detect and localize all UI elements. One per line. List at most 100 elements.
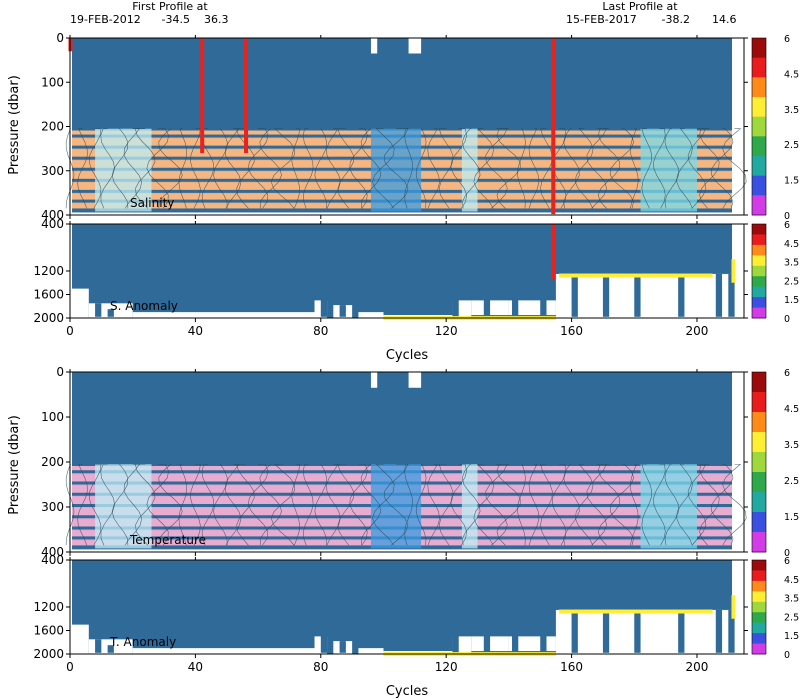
profile-column — [602, 273, 610, 317]
contour-line — [65, 463, 75, 546]
colorbar-tick-label: 6 — [784, 220, 790, 231]
contour-line — [404, 128, 413, 209]
tracer-region — [95, 464, 152, 549]
profile-column — [339, 641, 346, 653]
colorbar-tick-label: 4.5 — [784, 69, 799, 80]
colorbar-swatch — [752, 224, 766, 235]
profile-column — [602, 609, 610, 653]
contour-line — [190, 463, 201, 546]
contour-line — [586, 128, 607, 209]
colorbar-swatch — [752, 297, 766, 309]
x-tick-label: 120 — [435, 324, 458, 338]
colorbar-swatch — [752, 432, 766, 453]
contour-line — [291, 128, 301, 209]
contour-line — [641, 128, 653, 209]
colorbar-frame — [751, 37, 767, 216]
contour-line — [302, 128, 314, 209]
colorbar-swatch — [752, 601, 766, 613]
contour-line — [134, 463, 156, 546]
contour-line — [146, 463, 169, 546]
profile-column — [728, 609, 735, 653]
contour-line — [586, 463, 607, 546]
profile-column — [634, 273, 641, 317]
qc-flag-column — [551, 38, 556, 215]
contour-line — [427, 128, 440, 209]
colorbar-swatch — [752, 77, 766, 98]
profile-column — [512, 633, 519, 653]
tracer-region — [370, 128, 422, 212]
contour-line — [597, 128, 620, 209]
colorbar-tick-label: 3.5 — [784, 440, 799, 451]
contour-line — [314, 463, 328, 546]
y-tick-label: 1600 — [33, 624, 64, 638]
tracer-region — [370, 464, 422, 549]
profile-column — [715, 609, 723, 653]
profile-column — [483, 297, 491, 317]
contour-line — [653, 128, 666, 209]
no-data-region — [132, 648, 321, 654]
colorbar-tick-label: 4.5 — [784, 575, 799, 586]
qc-flag-column — [200, 38, 205, 154]
contour-line — [496, 463, 521, 546]
colorbar-tick-label: 6 — [784, 34, 790, 45]
colorbar-swatch — [752, 512, 766, 533]
contour-line — [384, 463, 409, 546]
contour-line — [540, 463, 553, 546]
contour-line — [337, 463, 354, 546]
colorbar-tick-label: 6 — [784, 556, 790, 567]
y-tick-label: 2000 — [33, 647, 64, 661]
contour-line — [485, 463, 508, 546]
colorbar-swatch — [752, 643, 766, 655]
colorbar-swatch — [752, 622, 766, 634]
contour-line — [461, 463, 481, 546]
colorbar-swatch — [752, 472, 766, 493]
contour-line — [427, 463, 440, 546]
contour-line — [326, 463, 341, 546]
profile-fill-upper — [72, 38, 732, 127]
colorbar-swatch — [752, 591, 766, 603]
y-tick-label: 200 — [41, 120, 64, 134]
data-gap — [370, 38, 378, 54]
x-tick-label: 0 — [66, 324, 74, 338]
colorbar-swatch — [752, 492, 766, 513]
colorbar-swatch — [752, 265, 766, 277]
contour-line — [291, 463, 301, 546]
contour-line — [609, 463, 635, 546]
profile-column — [571, 273, 578, 317]
profile-column — [678, 609, 685, 653]
contour-line — [664, 128, 679, 209]
colorbar-frame — [751, 371, 767, 553]
tracer-region — [461, 128, 478, 212]
y-tick-label: 1200 — [33, 264, 64, 278]
first-profile-date: 19-FEB-2012 — [70, 13, 141, 26]
tracer-region — [640, 464, 697, 549]
colorbar-tick-label: 2.5 — [784, 140, 799, 151]
y-tick-label: 0 — [56, 31, 64, 45]
contour-line — [349, 463, 368, 546]
contour-line — [574, 463, 594, 546]
colorbar-swatch — [752, 97, 766, 118]
x-tick-label: 200 — [686, 660, 709, 674]
data-gap — [408, 38, 422, 54]
contour-line — [77, 128, 88, 209]
contour-line — [699, 128, 720, 209]
contour-line — [213, 128, 228, 209]
panel-label: S. Anomaly — [110, 299, 178, 313]
last-profile-label: Last Profile at — [602, 0, 678, 13]
anomaly-marker — [559, 273, 713, 278]
contour-line — [111, 128, 129, 209]
no-data-region — [132, 312, 321, 318]
contour-line — [687, 463, 707, 546]
contour-line — [629, 463, 639, 546]
contour-line — [134, 128, 156, 209]
contour-line — [190, 128, 201, 209]
colorbar-swatch — [752, 286, 766, 298]
colorbar-swatch — [752, 392, 766, 413]
no-data-region — [70, 624, 89, 654]
y-tick-label: 1200 — [33, 600, 64, 614]
profile-column — [512, 297, 519, 317]
colorbar-swatch — [752, 175, 766, 196]
colorbar-swatch — [752, 633, 766, 645]
